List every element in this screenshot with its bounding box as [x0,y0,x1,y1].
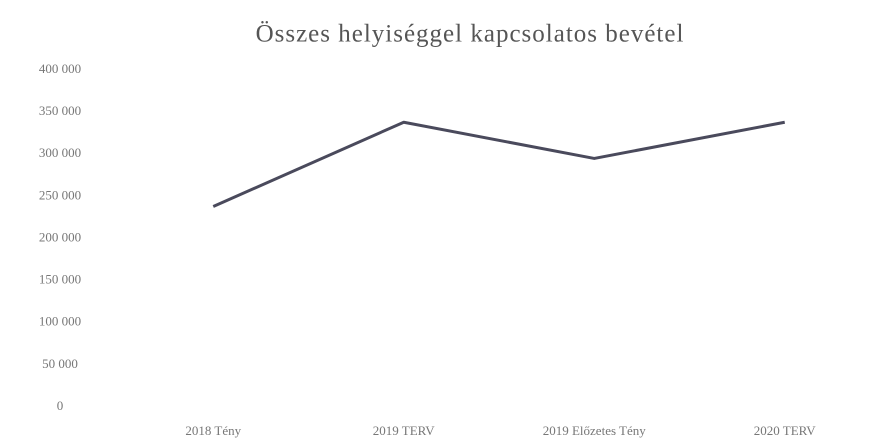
y-tick-label: 400 000 [39,61,81,76]
line-series [212,120,786,208]
y-tick-label: 250 000 [39,187,81,202]
y-tick-label: 150 000 [39,272,81,287]
x-tick-label: 2019 Előzetes Tény [543,423,647,438]
y-tick-label: 200 000 [39,229,81,244]
x-tick-label: 2020 TERV [754,423,817,438]
y-tick-label: 100 000 [39,314,81,329]
y-tick-label: 50 000 [42,356,78,371]
y-tick-label: 0 [57,398,64,413]
y-tick-label: 300 000 [39,145,81,160]
x-tick-label: 2018 Tény [185,423,241,438]
x-tick-label: 2019 TERV [373,423,436,438]
y-tick-label: 350 000 [39,103,81,118]
chart-title: Összes helyiséggel kapcsolatos bevétel [256,21,685,48]
